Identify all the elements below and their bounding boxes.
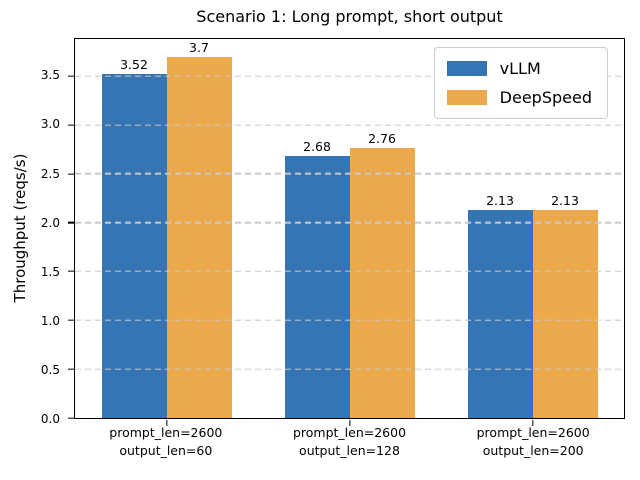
y-tick-label-3.0: 3.0 xyxy=(40,117,60,132)
x-tick-label-2: prompt_len=2600 output_len=200 xyxy=(476,425,590,459)
x-axis-tick-labels: prompt_len=2600 output_len=60 prompt_len=… xyxy=(74,424,625,460)
bar-value-label: 3.7 xyxy=(189,39,209,55)
bar-value-label: 2.13 xyxy=(486,192,514,208)
bar-value-label: 2.76 xyxy=(368,131,396,147)
x-tick-mark-1 xyxy=(348,419,351,426)
y-tick-label-3.5: 3.5 xyxy=(40,68,60,83)
y-tick-label-1.5: 1.5 xyxy=(40,264,60,279)
y-tick-label-0.0: 0.0 xyxy=(40,412,60,426)
legend-swatch-vllm xyxy=(446,61,487,76)
bar-vllm-1: 2.68 xyxy=(284,139,350,418)
legend-label: DeepSpeed xyxy=(499,88,592,107)
y-tick-label-1.0: 1.0 xyxy=(40,313,60,328)
bar-vllm-2: 2.13 xyxy=(467,193,533,418)
y-tick-label-2.0: 2.0 xyxy=(40,215,60,230)
bar-vllm-0: 3.52 xyxy=(101,57,167,418)
legend-swatch-deepspeed xyxy=(446,90,487,105)
x-tick-mark-0 xyxy=(165,419,168,426)
legend-item-deepspeed: DeepSpeed xyxy=(446,88,592,107)
chart-title: Scenario 1: Long prompt, short output xyxy=(196,7,503,26)
x-tick-mark-2 xyxy=(531,419,534,426)
legend: vLLM DeepSpeed xyxy=(433,47,608,119)
legend-label: vLLM xyxy=(499,59,541,78)
y-tick-mark-3.5 xyxy=(67,75,74,77)
y-tick-mark-1.5 xyxy=(67,270,74,273)
bar-group-1: 2.68 2.76 xyxy=(258,39,441,418)
bar-group-0: 3.52 3.7 xyxy=(75,39,258,418)
y-tick-mark-1.0 xyxy=(67,319,74,321)
y-tick-label-0.5: 0.5 xyxy=(40,362,60,377)
bar-value-label: 2.68 xyxy=(303,139,331,155)
bar-value-label: 3.52 xyxy=(120,57,148,73)
y-tick-mark-3.0 xyxy=(67,124,74,126)
bar-deepspeed-2: 2.13 xyxy=(532,193,598,418)
y-tick-mark-2.0 xyxy=(67,221,74,224)
plot-area: 3.52 3.7 2.68 2.76 2.13 2.13 vLLM DeepSpeed xyxy=(67,38,625,426)
y-tick-mark-0.0 xyxy=(67,417,74,419)
bar-groups: 3.52 3.7 2.68 2.76 2.13 2.13 xyxy=(75,39,624,418)
legend-item-vllm: vLLM xyxy=(446,59,592,78)
bar-group-2: 2.13 2.13 xyxy=(441,39,624,418)
bar-deepspeed-0: 3.7 xyxy=(166,40,232,418)
bar-deepspeed-1: 2.76 xyxy=(349,131,415,418)
y-tick-mark-2.5 xyxy=(67,173,74,175)
y-tick-label-2.5: 2.5 xyxy=(40,166,60,181)
x-tick-label-1: prompt_len=2600 output_len=128 xyxy=(292,425,407,459)
y-axis-tick-labels: 0.0 0.5 1.0 1.5 2.0 2.5 3.0 3.5 xyxy=(0,38,74,425)
x-tick-label-0: prompt_len=2600 output_len=60 xyxy=(109,425,223,459)
bar-value-label: 2.13 xyxy=(551,192,579,208)
y-tick-mark-0.5 xyxy=(67,368,74,370)
